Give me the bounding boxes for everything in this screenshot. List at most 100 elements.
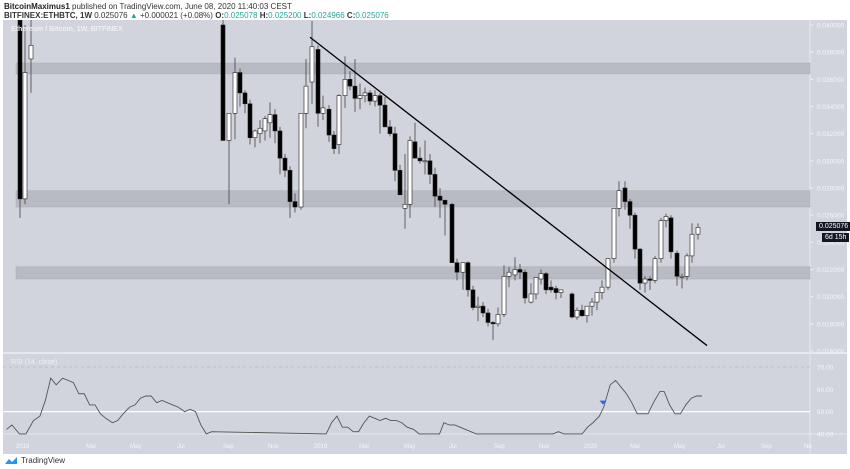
y-tick-label: 0.034000 [817,104,844,111]
candle-down [282,157,288,171]
rsi-tick-label: 60.00 [817,387,834,394]
candle-down [579,309,585,316]
price-chart-canvas[interactable]: 0.040000 0.038000 0.036000 0.034000 0.032000… [3,20,847,454]
candle-up [574,309,580,318]
brand-name: TradingView [21,456,66,465]
low-value: 0.024966 [311,11,345,20]
candle-up [605,258,611,288]
open-value: 0.025078 [224,11,258,20]
candle-down [548,286,554,291]
chart-legend: Ethereum / Bitcoin, 1W, BITFINEX [11,26,123,33]
low-label: L: [303,11,312,20]
candle-up [232,72,238,114]
candle-up [538,273,544,280]
candle-up [257,127,263,134]
candle-down [387,126,393,134]
rsi-tick-label: 50.00 [817,409,834,416]
candle-up [372,95,378,102]
candle-down [377,95,383,106]
candle-down [417,157,423,162]
high-label: H: [259,11,269,20]
candle-down [367,92,373,102]
candle-up [611,208,617,259]
publish-text: published on TradingView.com, June 08, 2… [72,2,292,11]
candle-down [287,170,293,202]
candle-up [695,227,701,235]
x-tick-label: Mar [359,444,369,450]
candle-down [668,217,674,253]
x-tick-label: Jul [177,444,185,450]
y-tick-label: 0.018000 [817,321,844,328]
candle-up [252,130,258,139]
candle-up [320,107,326,114]
x-tick-label: May [674,444,685,450]
candle-down [437,195,443,201]
symbol-name: BITFINEX:ETHBTC, 1W [4,11,92,20]
rsi-legend: RSI (14, close) [11,359,58,366]
x-tick-label: Mar [630,444,640,450]
candle-down [490,322,496,325]
candle-down [17,20,23,200]
bar-countdown: 6d 15h [822,233,850,242]
candle-down [392,133,398,171]
footer-brand[interactable]: TradingView [4,456,65,465]
y-tick-label: 0.020000 [817,294,844,301]
candle-up [336,95,342,145]
candle-up [512,269,518,276]
x-tick-label: Sep [223,444,234,450]
candle-up [226,112,232,141]
y-tick-label: 0.030000 [817,158,844,165]
candle-down [543,273,549,291]
candle-up [309,46,315,83]
y-tick-label: 0.036000 [817,77,844,84]
y-tick-label: 0.024000 [817,240,844,247]
publish-info: BitcoinMaximus1 published on TradingView… [4,2,292,11]
close-label: C: [346,11,356,20]
candle-down [247,103,253,139]
candle-up [679,275,685,278]
candle-down [485,312,491,323]
candle-down [432,174,438,197]
x-tick-label: Mar [86,444,96,450]
candle-up [303,85,309,114]
candle-down [242,92,248,105]
y-tick-label: 0.028000 [817,185,844,192]
candle-down [352,85,358,99]
candle-down [427,160,433,175]
candle-down [674,252,680,277]
candle-up [460,262,466,273]
x-tick-label: Jul [449,444,457,450]
candle-up [402,203,408,209]
candle-down [465,262,471,291]
candle-down [277,130,283,159]
y-tick-label: 0.022000 [817,267,844,274]
support-resistance-zone [15,62,811,75]
candle-up [689,233,695,257]
candle-down [632,214,638,250]
candle-down [326,108,332,136]
candle-up [658,220,664,259]
author-name[interactable]: BitcoinMaximus1 [4,2,70,11]
candle-up [558,289,564,293]
candle-up [501,275,507,315]
candle-up [28,45,34,60]
candle-up [652,258,658,281]
candle-up [663,216,669,221]
candle-up [298,112,304,208]
candle-up [616,190,622,209]
candle-down [517,269,523,273]
candle-down [237,72,243,94]
candle-down [315,49,321,114]
x-tick-label: No [804,444,812,450]
x-tick-label: 2020 [584,444,598,450]
rsi-tick-label: 40.00 [817,431,834,438]
x-tick-label: 2019 [314,444,328,450]
candle-down [220,24,226,141]
chart-area[interactable]: 0.040000 0.038000 0.036000 0.034000 0.032000… [3,20,847,454]
candle-down [412,141,418,159]
candle-up [342,79,348,96]
x-tick-label: Nov [539,444,550,450]
y-tick-label: 0.026000 [817,213,844,220]
candle-up [262,118,268,132]
candle-up [422,160,428,163]
